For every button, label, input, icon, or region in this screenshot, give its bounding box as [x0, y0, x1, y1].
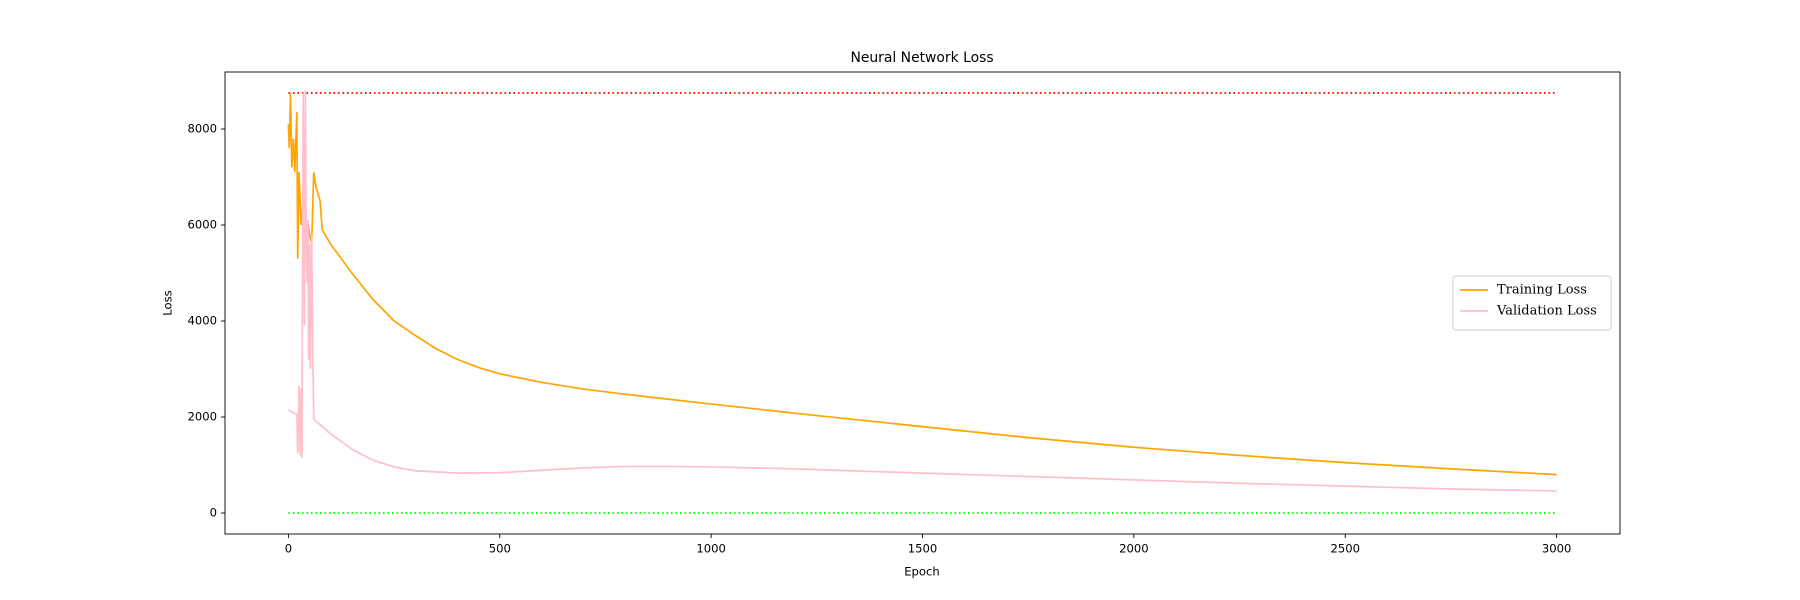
y-tick-label: 8000	[187, 122, 217, 136]
plot-frame	[224, 71, 1621, 535]
x-tick-label: 1000	[696, 542, 726, 556]
loss-line	[287, 92, 1557, 476]
x-tick-label: 2500	[1330, 542, 1360, 556]
x-axis-label: Epoch	[904, 565, 940, 579]
y-tick-label: 6000	[187, 218, 217, 232]
legend: Training Loss Validation Loss	[1452, 275, 1612, 331]
y-tick-label: 4000	[187, 314, 217, 328]
legend-label: Training Loss	[1497, 283, 1587, 298]
legend-label: Validation Loss	[1496, 304, 1597, 319]
x-tick-label: 1500	[908, 542, 938, 556]
x-tick-label: 2000	[1119, 542, 1149, 556]
y-axis-label: Loss	[161, 290, 175, 315]
x-tick-label: 0	[285, 542, 292, 556]
x-tick-label: 500	[489, 542, 511, 556]
y-tick-label: 0	[210, 506, 217, 520]
x-tick-label: 3000	[1542, 542, 1572, 556]
chart-title: Neural Network Loss	[850, 50, 993, 66]
loss-line	[287, 90, 1557, 492]
y-tick-label: 2000	[187, 410, 217, 424]
legend-box	[1452, 275, 1612, 331]
